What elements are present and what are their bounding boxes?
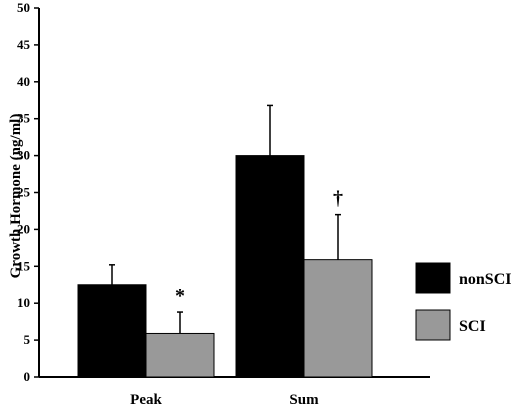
y-tick-label: 30	[17, 148, 30, 163]
y-tick-label: 20	[17, 221, 30, 236]
bar-sci-peak	[145, 332, 215, 378]
y-tick-label: 15	[17, 258, 31, 273]
y-tick-label: 50	[17, 0, 30, 15]
significance-marker: *	[175, 285, 185, 307]
x-category-label: Peak	[130, 392, 162, 408]
chart-legend: nonSCI SCI	[415, 262, 511, 341]
legend-label-sci: SCI	[459, 318, 486, 335]
y-axis-title: Growth Hormone (ng/ml)	[8, 114, 24, 279]
y-tick-label: 35	[17, 111, 31, 126]
y-tick-label: 40	[17, 74, 30, 89]
y-tick-label: 10	[17, 295, 30, 310]
legend-swatch-nonsci	[415, 262, 451, 294]
legend-label-nonsci: nonSCI	[459, 271, 511, 288]
y-tick-label: 25	[17, 185, 31, 200]
bar-nonsci-sum	[235, 155, 305, 378]
chart-bars: Peak Sum * †	[77, 104, 373, 408]
bar-nonsci-peak	[77, 284, 147, 378]
y-tick-label: 45	[17, 37, 31, 52]
bar-sci-sum	[303, 259, 373, 378]
y-tick-label: 5	[24, 332, 31, 347]
x-category-label: Sum	[289, 392, 319, 408]
legend-swatch-sci	[415, 309, 451, 341]
y-tick-label: 0	[24, 369, 31, 384]
significance-marker: †	[333, 188, 343, 210]
